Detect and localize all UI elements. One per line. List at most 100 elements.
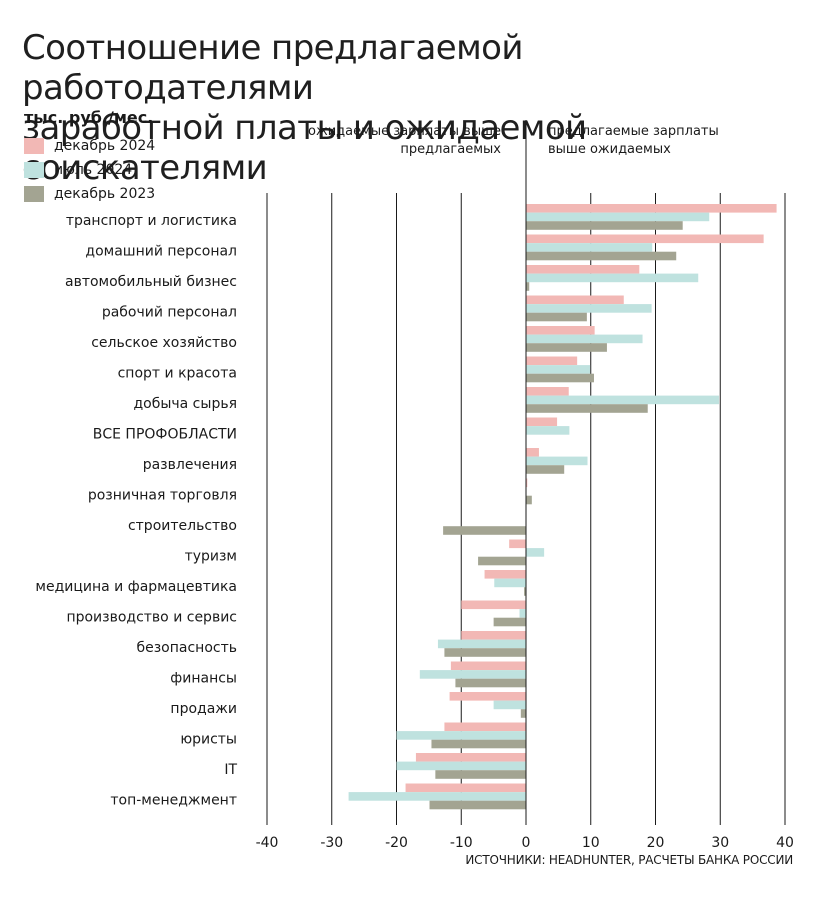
x-tick-label: 20 bbox=[647, 835, 665, 851]
bar bbox=[444, 722, 526, 732]
grid-lines bbox=[266, 193, 786, 825]
bar bbox=[461, 600, 526, 610]
bar bbox=[526, 343, 607, 352]
bar bbox=[461, 631, 526, 640]
bar bbox=[526, 395, 719, 405]
category-label: IT bbox=[224, 762, 237, 778]
legend-item-dec2024: декабрь 2024 bbox=[24, 134, 155, 158]
bar bbox=[526, 373, 594, 383]
x-tick-label: -10 bbox=[450, 835, 473, 851]
bar bbox=[450, 661, 526, 671]
bar bbox=[415, 753, 526, 762]
bar bbox=[396, 731, 526, 740]
bar bbox=[526, 387, 569, 396]
bar bbox=[526, 234, 764, 244]
bar bbox=[405, 783, 526, 793]
bar bbox=[519, 609, 526, 618]
legend-label-jul2024: июль 2024 bbox=[54, 162, 133, 178]
x-tick-labels: -40 -30 -20 -10 0 10 20 30 40 bbox=[256, 835, 794, 851]
category-label: розничная торговля bbox=[88, 488, 237, 504]
x-tick-label: 30 bbox=[711, 835, 729, 851]
x-tick-label: -20 bbox=[385, 835, 408, 851]
bar bbox=[484, 570, 526, 579]
bar bbox=[435, 770, 526, 779]
bar bbox=[526, 478, 528, 488]
bar bbox=[455, 678, 526, 688]
bar bbox=[437, 639, 526, 649]
hint-right-line-1: предлагаемые зарплаты bbox=[548, 124, 719, 139]
bar bbox=[396, 761, 526, 771]
bar bbox=[526, 417, 558, 427]
chart-title-line-1: Соотношение предлагаемой работодателями bbox=[22, 28, 523, 108]
hint-left-line-1: ожидаемые зарплаты выше bbox=[308, 124, 501, 139]
bar bbox=[526, 212, 710, 222]
bar bbox=[526, 273, 699, 283]
hint-offered-higher: предлагаемые зарплаты выше ожидаемых bbox=[548, 123, 719, 159]
category-label: туризм bbox=[185, 549, 237, 565]
bar bbox=[526, 326, 595, 335]
category-label: безопасность bbox=[136, 640, 237, 656]
bar bbox=[526, 282, 530, 291]
bar bbox=[419, 670, 526, 679]
bars bbox=[348, 204, 777, 810]
bar bbox=[526, 456, 588, 466]
bar bbox=[494, 578, 526, 588]
bar bbox=[526, 304, 652, 313]
category-labels: транспорт и логистика домашний персонал ав… bbox=[35, 213, 237, 809]
x-tick-label: 0 bbox=[522, 835, 531, 851]
legend: декабрь 2024 июль 2024 декабрь 2023 bbox=[24, 134, 155, 206]
bar bbox=[526, 204, 777, 213]
legend-label-dec2023: декабрь 2023 bbox=[54, 186, 156, 202]
hint-left-line-2: предлагаемых bbox=[400, 142, 501, 157]
bar bbox=[526, 334, 643, 344]
bar bbox=[526, 465, 565, 474]
bar bbox=[478, 556, 526, 566]
bar bbox=[526, 356, 578, 366]
chart-title-line-2: заработной платы и ожидаемой соискателям… bbox=[22, 108, 587, 188]
bar bbox=[526, 495, 532, 505]
legend-swatch-jul2024 bbox=[24, 162, 44, 178]
bar bbox=[431, 739, 526, 749]
bar bbox=[526, 312, 587, 322]
category-label: медицина и фармацевтика bbox=[35, 579, 237, 595]
category-label: ВСЕ ПРОФОБЛАСТИ bbox=[93, 427, 237, 443]
category-label: продажи bbox=[170, 701, 237, 717]
category-label: спорт и красота bbox=[118, 366, 237, 382]
category-label: рабочий персонал bbox=[102, 305, 237, 321]
x-tick-label: -30 bbox=[320, 835, 343, 851]
legend-label-dec2024: декабрь 2024 bbox=[54, 138, 156, 154]
legend-item-jul2024: июль 2024 bbox=[24, 158, 155, 182]
bar bbox=[443, 526, 526, 535]
bar bbox=[526, 251, 677, 261]
x-tick-label: 10 bbox=[582, 835, 600, 851]
category-label: финансы bbox=[170, 671, 237, 687]
legend-swatch-dec2023 bbox=[24, 186, 44, 202]
category-label: сельское хозяйство bbox=[91, 335, 237, 351]
bar bbox=[526, 448, 539, 457]
bar bbox=[449, 692, 526, 701]
category-label: производство и сервис bbox=[66, 610, 237, 626]
bar bbox=[526, 295, 624, 305]
chart-title: Соотношение предлагаемой работодателями … bbox=[22, 28, 812, 188]
bar bbox=[526, 365, 591, 374]
bar bbox=[348, 792, 526, 801]
bar bbox=[520, 709, 526, 718]
category-label: строительство bbox=[128, 518, 237, 534]
unit-label: тыс. руб./мес. bbox=[24, 108, 154, 127]
bar bbox=[493, 700, 526, 710]
x-tick-label: 40 bbox=[776, 835, 794, 851]
category-label: транспорт и логистика bbox=[66, 213, 237, 229]
source-note: ИСТОЧНИКИ: HEADHUNTER, РАСЧЕТЫ БАНКА РОС… bbox=[465, 853, 793, 867]
bar bbox=[526, 265, 640, 274]
hint-right-line-2: выше ожидаемых bbox=[548, 142, 671, 157]
bar bbox=[493, 617, 526, 627]
bar bbox=[526, 404, 648, 413]
bar bbox=[444, 648, 526, 657]
bar bbox=[524, 587, 526, 596]
bar bbox=[526, 426, 570, 435]
hint-expected-higher: ожидаемые зарплаты выше предлагаемых bbox=[308, 123, 501, 159]
category-label: домашний персонал bbox=[85, 244, 237, 260]
bar bbox=[526, 243, 653, 252]
category-label: автомобильный бизнес bbox=[65, 274, 237, 290]
